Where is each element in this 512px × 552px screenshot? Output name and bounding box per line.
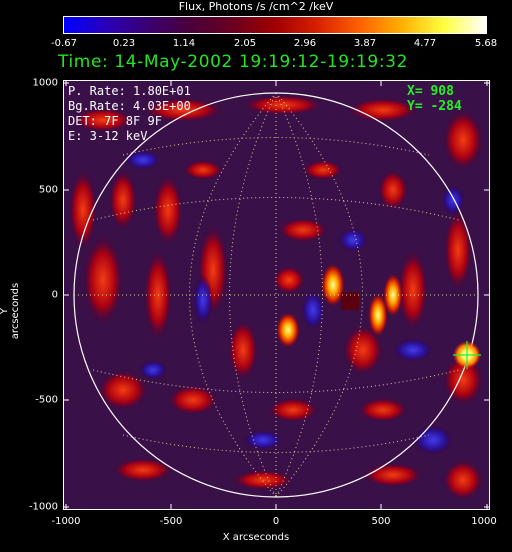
solar-image [63,80,490,510]
x-tick-label: 500 [371,516,391,527]
y-tick-label: -1000 [28,501,58,513]
x-tick-label: -500 [159,516,183,527]
detectors-label: DET: 7F 8F 9F [68,114,162,128]
colorbar-tick: 5.68 [474,38,498,49]
colorbar-tick: 2.05 [233,38,257,49]
colorbar-title: Flux, Photons /s /cm^2 /keV [178,0,334,13]
y-axis-label: Y arcseconds [0,282,21,340]
colorbar-tick: 1.14 [172,38,196,49]
time-label: Time: 14-May-2002 19:19:12-19:19:32 [58,52,408,72]
center-marker [341,292,359,310]
x-tick-label: 1000 [471,516,497,527]
info-panel: P. Rate: 1.80E+01 Bg.Rate: 4.03E+00 DET:… [68,84,191,144]
energy-label: E: 3-12 keV [68,129,148,143]
y-tick-label: 1000 [32,77,58,89]
cursor-x: X= 908 [407,84,454,99]
colorbar-tick: 3.87 [353,38,377,49]
colorbar-tick: 2.96 [293,38,317,49]
axis-ticks [63,80,490,510]
colorbar [63,16,487,34]
colorbar-tick: 4.77 [413,38,437,49]
colorbar-tick: -0.67 [51,38,77,49]
background-rate-label: Bg.Rate: 4.03E+00 [68,99,191,113]
lat-lon-grid [74,92,478,498]
y-tick-label: 0 [51,289,58,301]
peak-rate-label: P. Rate: 1.80E+01 [68,84,191,98]
x-tick-label: -1000 [51,516,81,527]
colorbar-ticks: -0.67 0.23 1.14 2.05 2.96 3.87 4.77 5.68 [0,38,512,52]
y-tick-label: 500 [38,184,58,196]
cursor-readout: X= 908 Y= -284 [407,84,462,114]
image-plot[interactable] [63,80,490,510]
x-tick-label: 0 [272,516,280,527]
y-tick-label: -500 [35,394,58,406]
colorbar-tick: 0.23 [112,38,136,49]
x-axis-label: X arcseconds [222,532,290,543]
cursor-y: Y= -284 [407,99,462,114]
